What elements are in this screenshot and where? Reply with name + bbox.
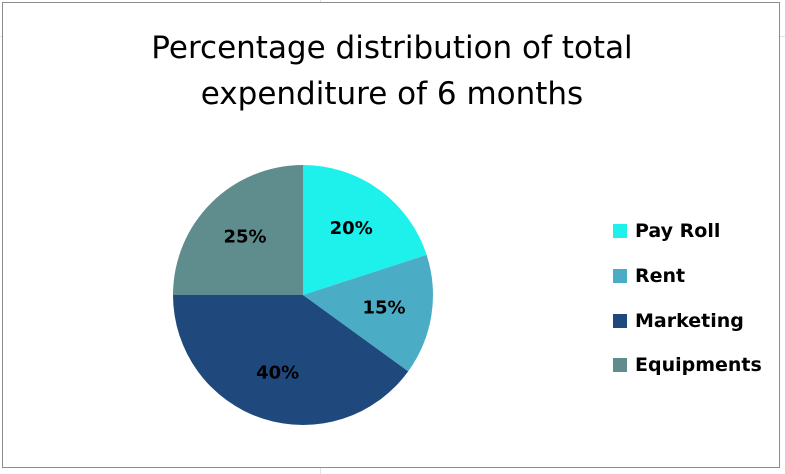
pie-chart: 20% 15% 40% 25%: [173, 165, 434, 425]
legend-label: Rent: [635, 265, 686, 288]
legend-item: Rent: [613, 254, 762, 299]
legend-swatch: [613, 313, 627, 328]
data-label: 25%: [223, 227, 266, 248]
legend-label: Marketing: [635, 309, 744, 332]
pie-slice-pay-roll[interactable]: [303, 165, 427, 295]
data-label: 20%: [330, 218, 373, 239]
chart-area[interactable]: Percentage distribution of total expendi…: [2, 2, 780, 468]
chart-title: Percentage distribution of total expendi…: [3, 25, 781, 117]
pie-slice-equipments[interactable]: [173, 165, 303, 295]
chart-title-line-2: expenditure of 6 months: [200, 76, 584, 112]
legend-swatch: [613, 269, 627, 284]
legend-item: Marketing: [613, 298, 762, 343]
legend-swatch: [613, 224, 627, 239]
data-label: 40%: [256, 362, 299, 383]
pie-slice-rent[interactable]: [303, 254, 434, 372]
legend-item: Equipments: [613, 343, 762, 388]
legend-item: Pay Roll: [613, 209, 762, 254]
legend-label: Pay Roll: [635, 220, 721, 243]
legend-swatch: [613, 358, 627, 373]
legend: Pay Roll Rent Marketing Equipments: [613, 209, 762, 388]
legend-label: Equipments: [635, 354, 762, 377]
chart-title-line-1: Percentage distribution of total: [151, 30, 633, 66]
data-label: 15%: [362, 297, 405, 318]
pie-slice-marketing[interactable]: [173, 295, 409, 425]
